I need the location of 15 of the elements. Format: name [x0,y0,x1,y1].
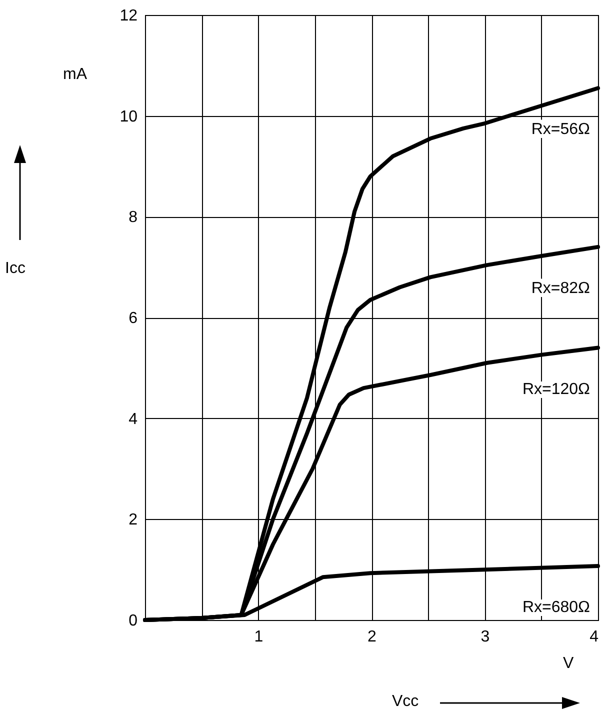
y-tick-label: 12 [120,8,138,24]
y-tick-label: 2 [128,512,138,529]
x-axis-title: Vcc [392,693,419,711]
x-tick-label: 2 [368,628,377,646]
x-tick-label: 4 [590,628,599,646]
text: V [563,655,574,673]
text: Icc [5,260,26,278]
x-tick-label: 3 [480,628,490,646]
text: mA [63,66,87,84]
y-tick-label: 4 [128,410,138,428]
y-tick-label: 0 [128,612,138,630]
y-tick-label: 8 [128,209,138,226]
y-tick-label: 6 [128,310,138,327]
y-tick-label: 10 [120,108,138,126]
x-tick-label: 1 [254,628,264,646]
